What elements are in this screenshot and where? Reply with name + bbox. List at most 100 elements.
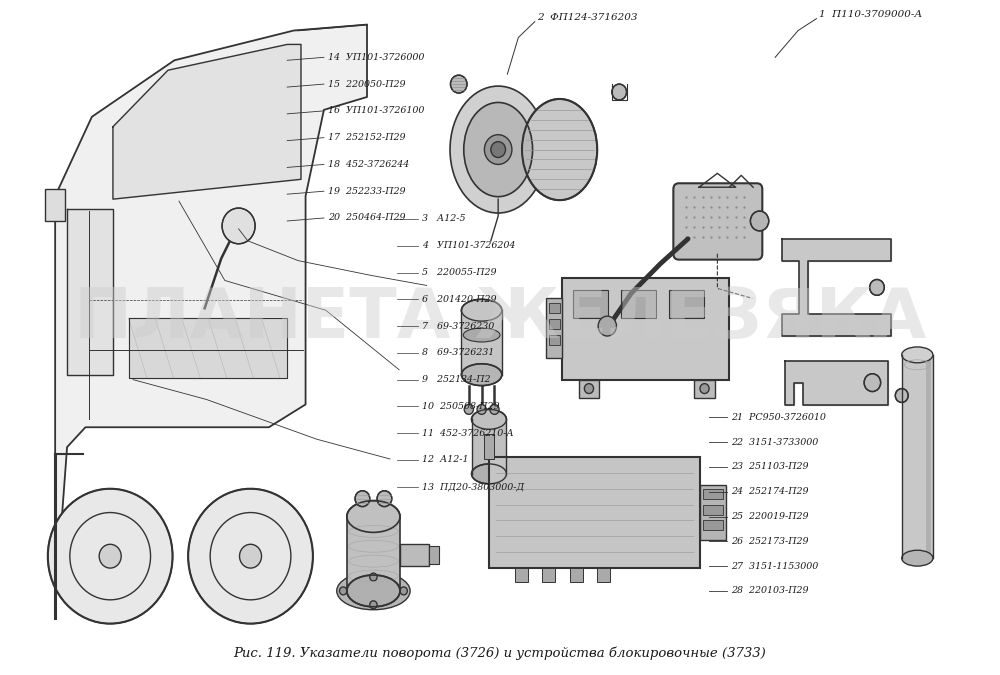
Ellipse shape — [337, 572, 410, 610]
Circle shape — [484, 135, 512, 165]
Text: 13  ПД20-3803000-Д: 13 ПД20-3803000-Д — [422, 482, 524, 491]
Bar — [542, 568, 555, 582]
Ellipse shape — [472, 464, 506, 484]
Circle shape — [400, 587, 407, 595]
Bar — [703, 505, 723, 514]
Circle shape — [377, 491, 392, 507]
Circle shape — [750, 211, 769, 231]
Polygon shape — [55, 24, 367, 608]
Text: 16  УП101-3726100: 16 УП101-3726100 — [328, 107, 424, 115]
Bar — [429, 546, 439, 564]
Polygon shape — [785, 361, 888, 406]
Bar — [400, 544, 429, 566]
Circle shape — [895, 389, 908, 402]
Ellipse shape — [347, 575, 400, 607]
Ellipse shape — [902, 550, 933, 566]
Bar — [703, 489, 723, 499]
Text: ПЛАНЕТА ЖЕЛЕЗЯКА: ПЛАНЕТА ЖЕЛЕЗЯКА — [74, 285, 926, 352]
Text: 28  220103-П29: 28 220103-П29 — [731, 587, 809, 595]
Text: 10  250508-П29: 10 250508-П29 — [422, 402, 500, 411]
Bar — [694, 379, 715, 398]
Bar — [347, 516, 400, 591]
Bar — [549, 319, 560, 329]
Polygon shape — [67, 209, 113, 375]
Bar — [926, 360, 931, 554]
Text: 20  250464-П29: 20 250464-П29 — [328, 213, 405, 223]
Text: 21  РС950-3726010: 21 РС950-3726010 — [731, 413, 826, 422]
Circle shape — [612, 84, 627, 100]
Bar — [669, 290, 704, 318]
Bar — [700, 485, 726, 540]
Bar — [570, 568, 583, 582]
Ellipse shape — [461, 299, 502, 321]
Bar — [549, 335, 560, 345]
Ellipse shape — [463, 328, 500, 342]
Text: 14  УП101-3726000: 14 УП101-3726000 — [328, 53, 424, 62]
Text: Рис. 119. Указатели поворота (3726) и устройства блокировочные (3733): Рис. 119. Указатели поворота (3726) и ус… — [234, 647, 766, 660]
Text: 18  452-3726244: 18 452-3726244 — [328, 160, 409, 169]
Circle shape — [355, 491, 370, 507]
Bar — [45, 189, 65, 221]
Circle shape — [598, 316, 616, 336]
Circle shape — [240, 544, 262, 568]
Text: 5   220055-П29: 5 220055-П29 — [422, 268, 497, 277]
Circle shape — [464, 404, 473, 414]
Ellipse shape — [450, 86, 546, 213]
Bar — [472, 419, 506, 474]
Circle shape — [490, 404, 499, 414]
Bar — [621, 290, 656, 318]
Circle shape — [477, 404, 486, 414]
Circle shape — [450, 75, 467, 93]
Polygon shape — [782, 239, 891, 336]
Bar — [579, 379, 599, 398]
Ellipse shape — [461, 364, 502, 385]
Text: 2  ФП124-3716203: 2 ФП124-3716203 — [537, 13, 637, 22]
Ellipse shape — [347, 501, 400, 533]
Ellipse shape — [522, 99, 597, 200]
Bar — [515, 568, 528, 582]
Text: 3   А12-5: 3 А12-5 — [422, 215, 466, 223]
Bar — [562, 279, 729, 379]
Bar — [546, 298, 562, 358]
Text: 23  251103-П29: 23 251103-П29 — [731, 462, 809, 471]
Text: 26  252173-П29: 26 252173-П29 — [731, 537, 809, 546]
Text: 11  452-3726210-А: 11 452-3726210-А — [422, 429, 514, 437]
Text: 12  А12-1: 12 А12-1 — [422, 456, 469, 464]
Ellipse shape — [464, 103, 533, 196]
Text: 8   69-3726231: 8 69-3726231 — [422, 348, 494, 357]
Bar — [902, 355, 933, 558]
Text: 7   69-3726230: 7 69-3726230 — [422, 321, 494, 331]
Circle shape — [584, 383, 594, 394]
FancyBboxPatch shape — [673, 184, 762, 260]
Text: 1  П110-3709000-А: 1 П110-3709000-А — [819, 10, 922, 19]
Text: 9   252134-П2: 9 252134-П2 — [422, 375, 491, 384]
Ellipse shape — [902, 347, 933, 362]
Bar — [597, 568, 610, 582]
Text: 24  252174-П29: 24 252174-П29 — [731, 487, 809, 496]
Bar — [489, 457, 700, 568]
Text: 27  3151-1153000: 27 3151-1153000 — [731, 562, 818, 570]
Circle shape — [339, 587, 347, 595]
Ellipse shape — [472, 410, 506, 429]
Text: 22  3151-3733000: 22 3151-3733000 — [731, 437, 818, 447]
Bar — [703, 520, 723, 531]
Circle shape — [370, 573, 377, 581]
Circle shape — [864, 374, 881, 392]
Circle shape — [99, 544, 121, 568]
Circle shape — [491, 142, 506, 157]
Circle shape — [188, 489, 313, 624]
Polygon shape — [129, 318, 287, 378]
Circle shape — [48, 489, 173, 624]
Polygon shape — [113, 45, 301, 199]
Bar — [549, 303, 560, 313]
Circle shape — [700, 383, 709, 394]
Bar — [484, 434, 494, 459]
Circle shape — [870, 279, 884, 296]
Text: 15  220050-П29: 15 220050-П29 — [328, 80, 405, 88]
Circle shape — [222, 208, 255, 244]
Text: 25  220019-П29: 25 220019-П29 — [731, 512, 809, 521]
Text: 4   УП101-3726204: 4 УП101-3726204 — [422, 241, 515, 250]
Circle shape — [370, 601, 377, 609]
Text: 17  252152-П29: 17 252152-П29 — [328, 133, 405, 142]
Bar — [573, 290, 608, 318]
